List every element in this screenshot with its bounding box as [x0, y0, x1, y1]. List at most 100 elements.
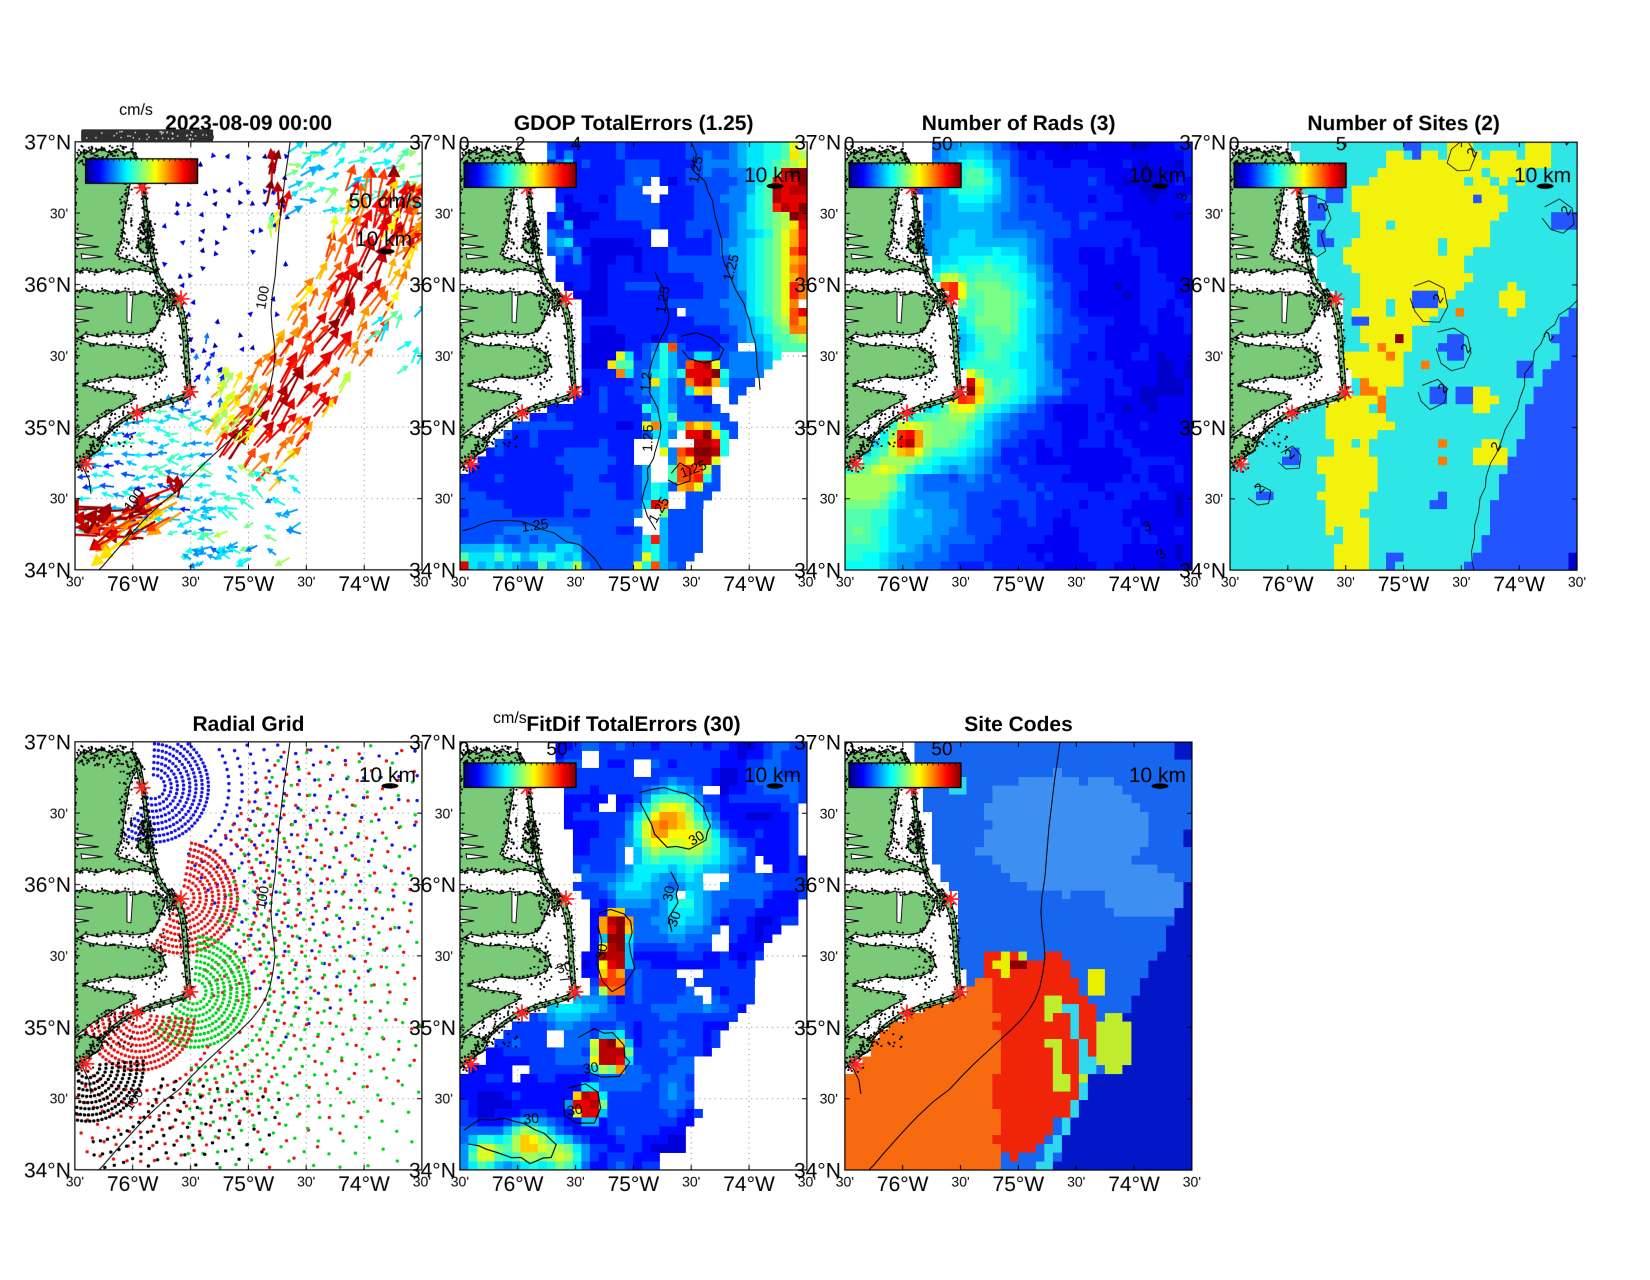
svg-text:30': 30' [682, 573, 700, 589]
svg-text:30': 30' [50, 205, 68, 221]
svg-text:37°N: 37°N [24, 731, 71, 754]
svg-text:0: 0 [459, 739, 470, 760]
svg-text:36°N: 36°N [794, 274, 841, 297]
svg-text:30': 30' [181, 1173, 199, 1189]
svg-text:74°W: 74°W [1108, 573, 1160, 596]
svg-text:75°W: 75°W [223, 1173, 275, 1196]
svg-text:75°W: 75°W [608, 1173, 660, 1196]
svg-text:30': 30' [820, 491, 838, 507]
svg-text:50: 50 [546, 739, 567, 760]
svg-text:30: 30 [582, 1058, 600, 1076]
svg-text:36°N: 36°N [24, 274, 71, 297]
svg-text:30': 30' [1183, 1174, 1201, 1190]
svg-text:Radial Grid: Radial Grid [192, 713, 304, 736]
svg-text:30': 30' [50, 1090, 68, 1106]
svg-text:5: 5 [206, 127, 214, 144]
svg-text:30': 30' [820, 205, 838, 221]
svg-text:76°W: 76°W [107, 1173, 159, 1196]
svg-text:0: 0 [844, 134, 855, 155]
svg-text:30': 30' [1205, 348, 1223, 364]
svg-text:30': 30' [951, 1174, 969, 1190]
svg-text:37°N: 37°N [409, 131, 456, 154]
svg-text:cm/s: cm/s [119, 102, 153, 119]
svg-text:76°W: 76°W [877, 1173, 929, 1196]
svg-text:36°N: 36°N [409, 874, 456, 897]
svg-text:76°W: 76°W [492, 573, 544, 596]
svg-text:30': 30' [435, 1091, 453, 1107]
svg-text:cm/s: cm/s [493, 710, 527, 727]
svg-text:76°W: 76°W [877, 573, 929, 596]
svg-text:74°W: 74°W [1493, 573, 1545, 596]
svg-text:Site Codes: Site Codes [964, 713, 1073, 736]
svg-text:5: 5 [1336, 134, 1347, 155]
svg-text:30': 30' [952, 574, 970, 590]
svg-text:30': 30' [820, 805, 838, 821]
svg-text:35°N: 35°N [794, 417, 841, 440]
svg-text:0: 0 [459, 134, 470, 155]
svg-text:GDOP TotalErrors (1.25): GDOP TotalErrors (1.25) [514, 112, 754, 135]
svg-text:76°W: 76°W [492, 1173, 544, 1196]
svg-text:35°N: 35°N [24, 417, 71, 440]
svg-text:75°W: 75°W [1378, 573, 1430, 596]
svg-text:34°N: 34°N [409, 559, 456, 582]
svg-text:36°N: 36°N [1179, 274, 1226, 297]
svg-text:75°W: 75°W [993, 573, 1045, 596]
svg-text:30': 30' [435, 491, 453, 507]
svg-text:1.2: 1.2 [637, 371, 655, 392]
svg-text:30': 30' [820, 948, 838, 964]
svg-text:34°N: 34°N [24, 1159, 71, 1182]
svg-text:30': 30' [297, 573, 315, 589]
svg-text:34°N: 34°N [794, 1159, 841, 1182]
svg-text:30': 30' [1452, 574, 1470, 590]
svg-text:75°W: 75°W [993, 1173, 1045, 1196]
svg-text:30': 30' [50, 948, 68, 964]
svg-text:74°W: 74°W [723, 1173, 775, 1196]
svg-text:34°N: 34°N [1179, 560, 1226, 583]
svg-text:35°N: 35°N [794, 1017, 841, 1040]
svg-text:30': 30' [50, 490, 68, 506]
svg-text:76°W: 76°W [1262, 573, 1314, 596]
svg-text:75°W: 75°W [223, 573, 275, 596]
svg-text:30: 30 [592, 942, 611, 960]
svg-text:30': 30' [50, 348, 68, 364]
svg-text:36°N: 36°N [24, 874, 71, 897]
svg-text:30: 30 [566, 1100, 584, 1118]
svg-text:0: 0 [1229, 134, 1240, 155]
svg-text:50: 50 [932, 134, 953, 155]
svg-text:34°N: 34°N [24, 559, 71, 582]
svg-text:35°N: 35°N [1179, 417, 1226, 440]
svg-text:30': 30' [182, 573, 200, 589]
svg-text:30': 30' [435, 948, 453, 964]
svg-text:30: 30 [659, 884, 678, 902]
svg-text:37°N: 37°N [1179, 132, 1226, 155]
svg-text:FitDif TotalErrors (30): FitDif TotalErrors (30) [526, 713, 740, 736]
svg-text:37°N: 37°N [794, 731, 841, 754]
svg-text:74°W: 74°W [723, 573, 775, 596]
svg-text:30: 30 [523, 1110, 540, 1127]
svg-text:36°N: 36°N [794, 874, 841, 897]
svg-text:37°N: 37°N [794, 131, 841, 154]
svg-text:4: 4 [571, 134, 582, 155]
svg-text:37°N: 37°N [409, 731, 456, 754]
svg-text:50 cm/s: 50 cm/s [349, 190, 423, 213]
svg-text:30': 30' [820, 348, 838, 364]
svg-text:30': 30' [820, 1091, 838, 1107]
svg-text:75°W: 75°W [608, 573, 660, 596]
svg-text:37°N: 37°N [24, 131, 71, 154]
svg-text:76°W: 76°W [107, 573, 159, 596]
svg-text:36°N: 36°N [409, 274, 456, 297]
svg-text:35°N: 35°N [24, 1017, 71, 1040]
svg-text:74°W: 74°W [338, 1173, 390, 1196]
svg-text:35°N: 35°N [409, 417, 456, 440]
svg-text:30': 30' [1205, 491, 1223, 507]
svg-text:35°N: 35°N [409, 1017, 456, 1040]
svg-text:30': 30' [1067, 574, 1085, 590]
svg-text:Number of Rads (3): Number of Rads (3) [922, 112, 1116, 135]
svg-text:30': 30' [1205, 205, 1223, 221]
svg-text:10 km: 10 km [355, 228, 412, 251]
svg-text:30': 30' [435, 805, 453, 821]
svg-text:30': 30' [1568, 574, 1586, 590]
svg-text:34°N: 34°N [794, 559, 841, 582]
svg-text:30': 30' [682, 1173, 700, 1189]
svg-text:1.25: 1.25 [639, 424, 656, 452]
